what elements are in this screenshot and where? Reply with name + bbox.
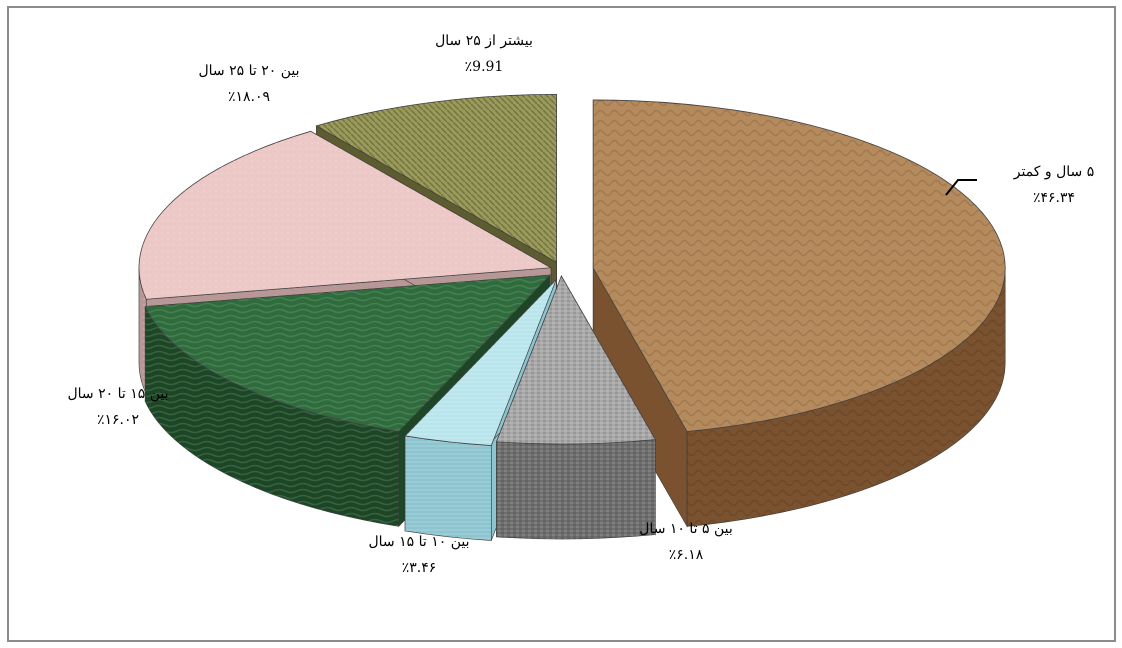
pie-slice-2-texture (405, 279, 557, 446)
slice-label-2: بین ۱۰ تا ۱۵ سال ٪۳.۴۶ (354, 533, 484, 577)
slice-value-2: ٪۳.۴۶ (401, 560, 437, 576)
slice-1-outer-wall-texture (496, 439, 656, 539)
slice-label-3: بین ۱۵ تا ۲۰ سال ٪۱۶.۰۲ (53, 385, 183, 429)
pie-slice-1-texture (496, 275, 656, 444)
slice-3-outer-wall-texture (145, 306, 399, 527)
slice-label-5: بیشتر از ۲۵ سال ٪9.91 (409, 32, 559, 76)
slice-value-1: ٪۶.۱۸ (668, 547, 704, 563)
slice-label-1: بین ۵ تا ۱۰ سال ٪۶.۱۸ (621, 520, 751, 564)
chart-frame: ۵ سال و کمتر ٪۴۶.۳۴ بین ۵ تا ۱۰ سال ٪۶.۱… (7, 6, 1116, 642)
pie-slice-5-texture (316, 94, 557, 263)
slice-value-5: ٪9.91 (464, 59, 504, 75)
slice-4-outer-wall-texture (138, 267, 147, 395)
pie-slice-0-texture (593, 99, 1006, 432)
pie-slice-3-texture (145, 275, 550, 432)
slice-label-0: ۵ سال و کمتر ٪۴۶.۳۴ (994, 163, 1114, 207)
slice-0-outer-wall-texture (687, 267, 1006, 527)
pie-slice-4-texture (138, 131, 551, 300)
pie-chart (138, 93, 1006, 541)
slice-label-4: بین ۲۰ تا ۲۵ سال ٪۱۸.۰۹ (179, 62, 319, 106)
slice-value-0: ٪۴۶.۳۴ (1032, 190, 1076, 206)
slice-2-outer-wall-texture (405, 435, 492, 541)
slice-value-3: ٪۱۶.۰۲ (96, 412, 140, 428)
slice-value-4: ٪۱۸.۰۹ (227, 89, 271, 105)
leader-line (945, 179, 977, 196)
